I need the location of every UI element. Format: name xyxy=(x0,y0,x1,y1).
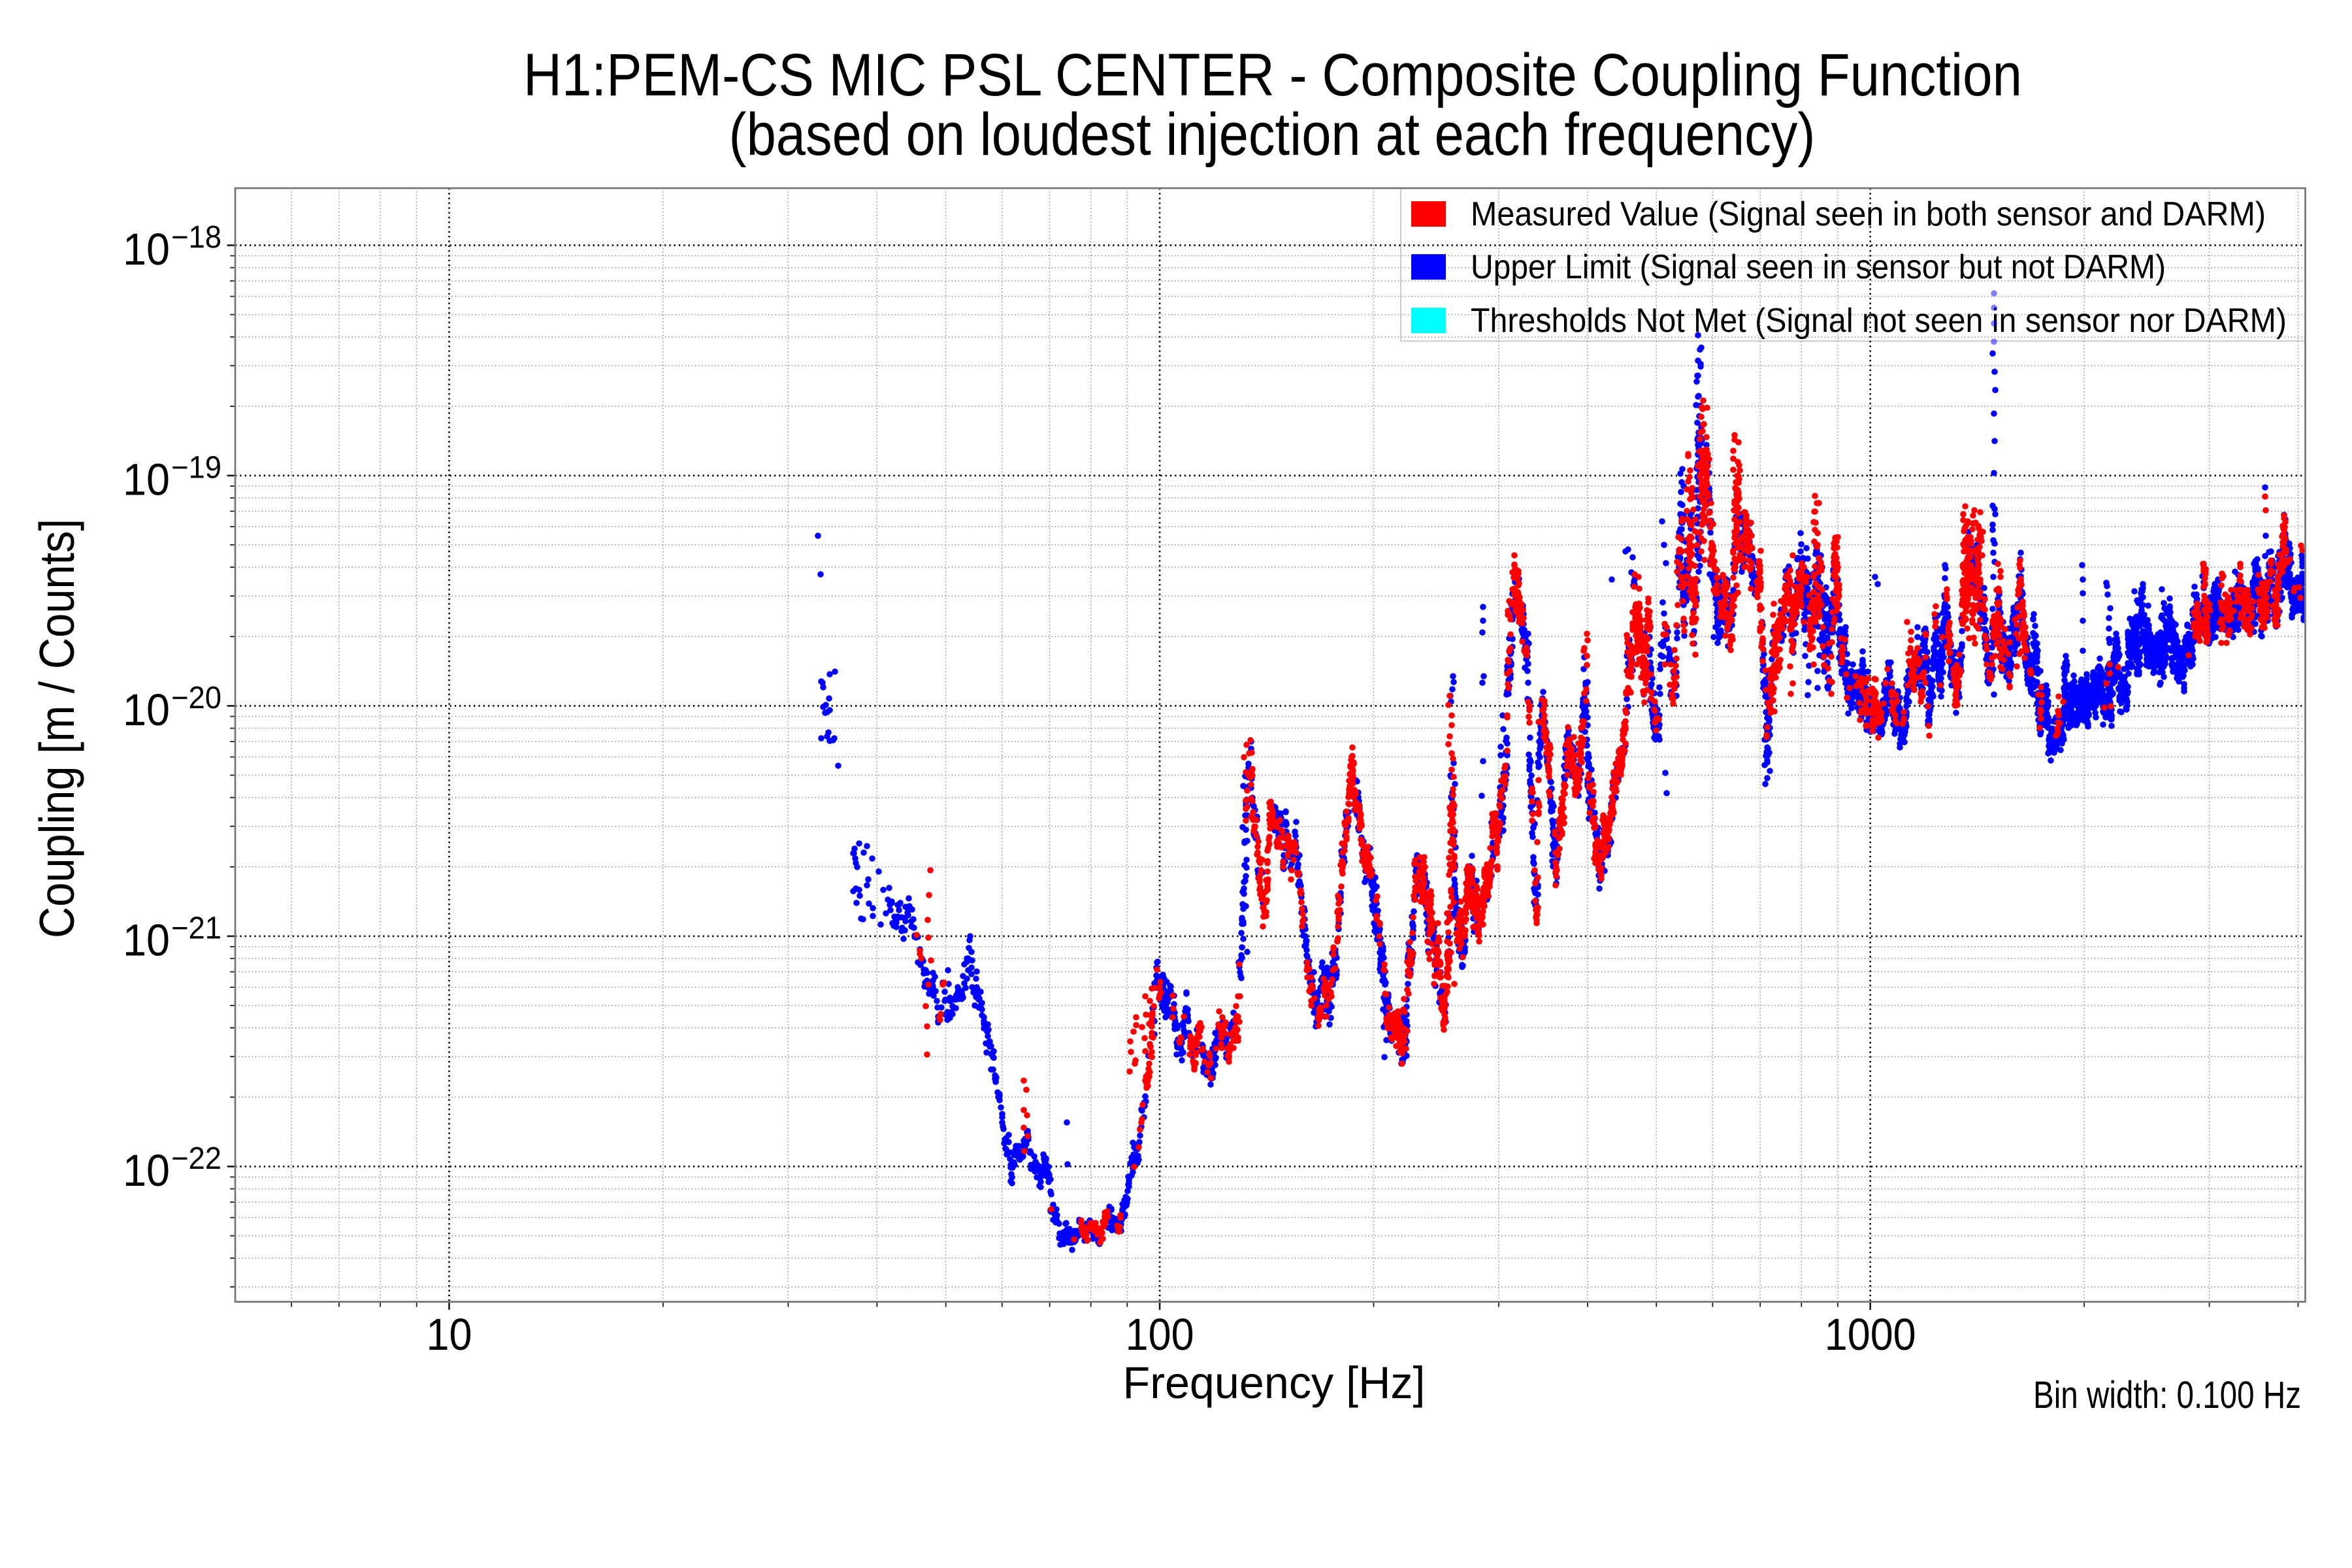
svg-text:(based on loudest injection at: (based on loudest injection at each freq… xyxy=(729,101,1816,168)
svg-text:1000: 1000 xyxy=(1825,1309,1916,1360)
svg-text:100: 100 xyxy=(1126,1309,1194,1360)
svg-text:10: 10 xyxy=(123,915,170,965)
svg-text:−20: −20 xyxy=(171,681,221,715)
svg-text:H1:PEM-CS MIC PSL CENTER - Com: H1:PEM-CS MIC PSL CENTER - Composite Cou… xyxy=(523,42,2022,108)
svg-text:Measured Value (Signal seen in: Measured Value (Signal seen in both sens… xyxy=(1471,195,2266,233)
svg-text:Frequency [Hz]: Frequency [Hz] xyxy=(1123,1358,1426,1408)
svg-text:10: 10 xyxy=(123,685,170,735)
svg-text:10: 10 xyxy=(123,1145,170,1196)
svg-text:10: 10 xyxy=(123,454,170,504)
svg-text:−22: −22 xyxy=(171,1141,221,1176)
svg-text:10: 10 xyxy=(123,224,170,274)
svg-text:−18: −18 xyxy=(171,220,221,255)
svg-text:Bin width: 0.100 Hz: Bin width: 0.100 Hz xyxy=(2033,1374,2301,1416)
svg-text:−21: −21 xyxy=(171,911,221,945)
svg-text:Upper Limit (Signal seen in se: Upper Limit (Signal seen in sensor but n… xyxy=(1471,248,2166,286)
svg-text:Coupling [m / Counts]: Coupling [m / Counts] xyxy=(29,519,84,938)
svg-text:−19: −19 xyxy=(171,450,221,485)
svg-text:10: 10 xyxy=(427,1309,472,1360)
svg-text:Thresholds Not Met (Signal not: Thresholds Not Met (Signal not seen in s… xyxy=(1471,302,2287,340)
